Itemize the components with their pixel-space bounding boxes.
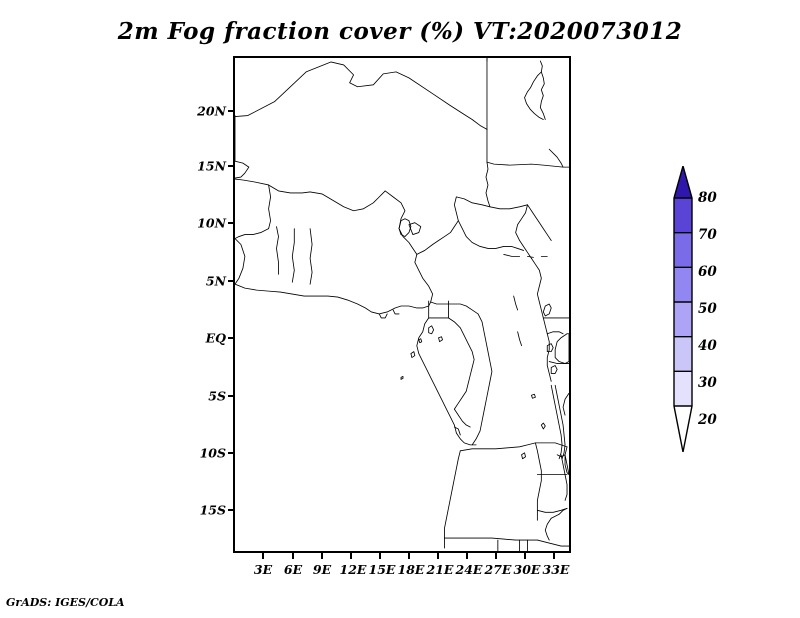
x-tick-mark <box>553 553 555 559</box>
colorbar-label-20: 20 <box>698 412 717 428</box>
credit-text: GrADS: IGES/COLA <box>6 596 125 609</box>
colorbar <box>672 166 694 452</box>
colorbar-label-70: 70 <box>698 227 717 243</box>
africa-map <box>235 58 569 551</box>
y-tick-mark <box>228 395 234 397</box>
x-tick-label-30e: 30E <box>513 562 541 577</box>
x-tick-label-18e: 18E <box>397 562 425 577</box>
x-tick-label-6e: 6E <box>283 562 303 577</box>
x-tick-mark <box>350 553 352 559</box>
x-tick-label-3e: 3E <box>253 562 273 577</box>
colorbar-label-50: 50 <box>698 301 717 317</box>
x-tick-mark <box>466 553 468 559</box>
x-tick-label-24e: 24E <box>455 562 483 577</box>
y-tick-label-15n: 15N <box>197 158 226 174</box>
y-tick-label-5n: 5N <box>205 273 226 289</box>
y-tick-mark <box>228 222 234 224</box>
y-tick-label-10n: 10N <box>197 215 226 231</box>
colorbar-label-60: 60 <box>698 264 717 280</box>
y-tick-mark <box>228 452 234 454</box>
x-tick-mark <box>437 553 439 559</box>
y-tick-mark <box>228 509 234 511</box>
map-plot-area <box>233 56 571 553</box>
colorbar-label-80: 80 <box>698 190 717 206</box>
x-tick-label-12e: 12E <box>339 562 367 577</box>
y-tick-label-eq: EQ <box>205 330 226 346</box>
x-tick-label-21e: 21E <box>426 562 454 577</box>
y-tick-label-20n: 20N <box>197 103 226 119</box>
x-tick-label-15e: 15E <box>368 562 396 577</box>
x-tick-label-9e: 9E <box>312 562 332 577</box>
x-tick-mark <box>292 553 294 559</box>
y-tick-mark <box>228 165 234 167</box>
page-title: 2m Fog fraction cover (%) VT:2020073012 <box>117 18 683 45</box>
colorbar-label-40: 40 <box>698 338 717 354</box>
x-tick-mark <box>379 553 381 559</box>
x-tick-mark <box>495 553 497 559</box>
x-tick-label-27e: 27E <box>484 562 512 577</box>
colorbar-swatches <box>673 166 693 452</box>
x-tick-mark <box>321 553 323 559</box>
colorbar-label-30: 30 <box>698 375 717 391</box>
x-tick-label-33e: 33E <box>542 562 570 577</box>
y-tick-label-10s: 10S <box>199 445 226 461</box>
y-tick-label-5s: 5S <box>208 388 226 404</box>
y-tick-mark <box>228 110 234 112</box>
y-tick-mark <box>228 280 234 282</box>
x-tick-mark <box>524 553 526 559</box>
x-tick-mark <box>408 553 410 559</box>
y-tick-mark <box>228 337 234 339</box>
map-outlines <box>235 58 569 551</box>
x-tick-mark <box>262 553 264 559</box>
y-tick-label-15s: 15S <box>199 502 226 518</box>
